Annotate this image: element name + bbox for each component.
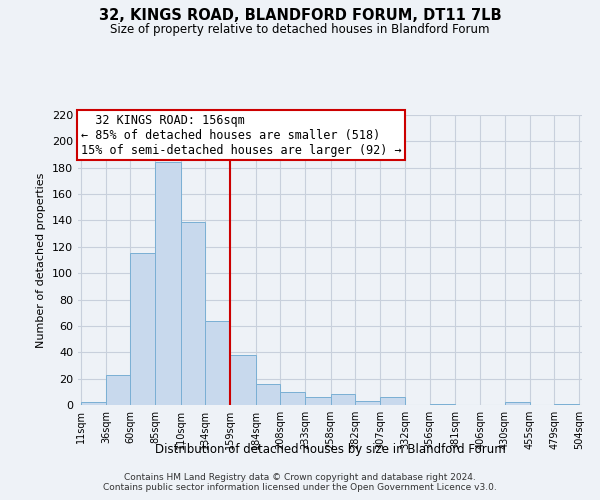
Text: 32 KINGS ROAD: 156sqm
← 85% of detached houses are smaller (518)
15% of semi-det: 32 KINGS ROAD: 156sqm ← 85% of detached …: [80, 114, 401, 156]
Bar: [380, 397, 406, 405]
Bar: [205, 320, 230, 405]
Bar: [305, 397, 331, 405]
Text: Size of property relative to detached houses in Blandford Forum: Size of property relative to detached ho…: [110, 22, 490, 36]
Y-axis label: Number of detached properties: Number of detached properties: [37, 172, 46, 348]
Text: Distribution of detached houses by size in Blandford Forum: Distribution of detached houses by size …: [155, 444, 505, 456]
Bar: [331, 394, 355, 405]
Text: 32, KINGS ROAD, BLANDFORD FORUM, DT11 7LB: 32, KINGS ROAD, BLANDFORD FORUM, DT11 7L…: [98, 8, 502, 22]
Bar: [155, 162, 181, 405]
Bar: [130, 254, 155, 405]
Bar: [106, 374, 130, 405]
Bar: [355, 401, 380, 405]
Bar: [505, 402, 530, 405]
Bar: [256, 384, 280, 405]
Bar: [230, 355, 256, 405]
Bar: [430, 404, 455, 405]
Bar: [181, 222, 205, 405]
Bar: [554, 404, 580, 405]
Text: Contains HM Land Registry data © Crown copyright and database right 2024.: Contains HM Land Registry data © Crown c…: [124, 474, 476, 482]
Bar: [280, 392, 305, 405]
Bar: [80, 402, 106, 405]
Text: Contains public sector information licensed under the Open Government Licence v3: Contains public sector information licen…: [103, 484, 497, 492]
